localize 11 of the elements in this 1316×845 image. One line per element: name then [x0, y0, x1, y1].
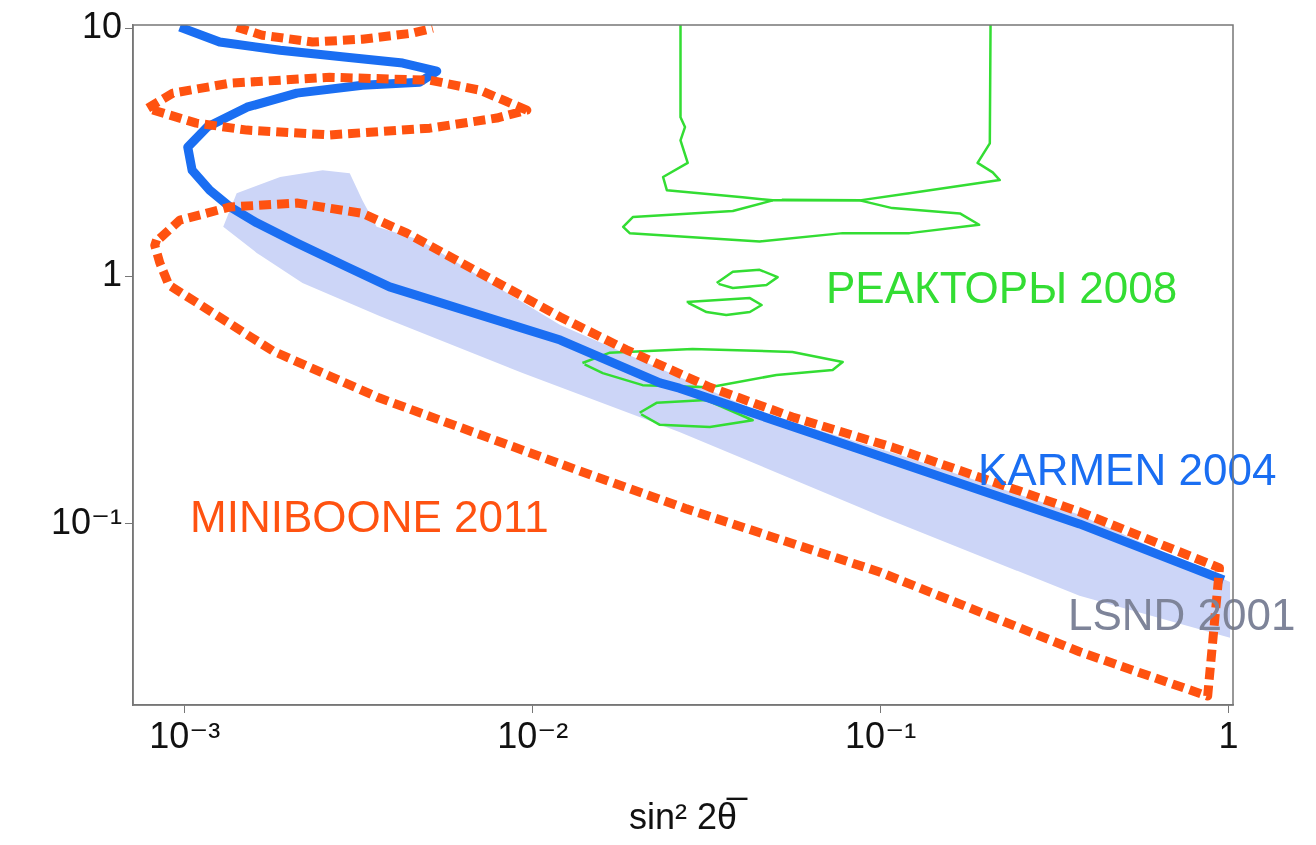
- series-label: KARMEN 2004: [978, 445, 1277, 494]
- y-tick-label: 1: [101, 252, 122, 294]
- x-tick-label: 10⁻¹: [845, 714, 917, 756]
- x-tick-label: 1: [1218, 714, 1239, 756]
- x-axis-title: sin² 2θ̅: [628, 796, 749, 838]
- series-label: MINIBOONE 2011: [190, 492, 549, 541]
- series-label: РЕАКТОРЫ 2008: [826, 263, 1178, 312]
- y-tick-label: 10⁻¹: [50, 500, 122, 542]
- y-tick-label: 10: [81, 5, 122, 47]
- x-tick-label: 10⁻³: [149, 714, 221, 756]
- x-tick-label: 10⁻²: [497, 714, 569, 756]
